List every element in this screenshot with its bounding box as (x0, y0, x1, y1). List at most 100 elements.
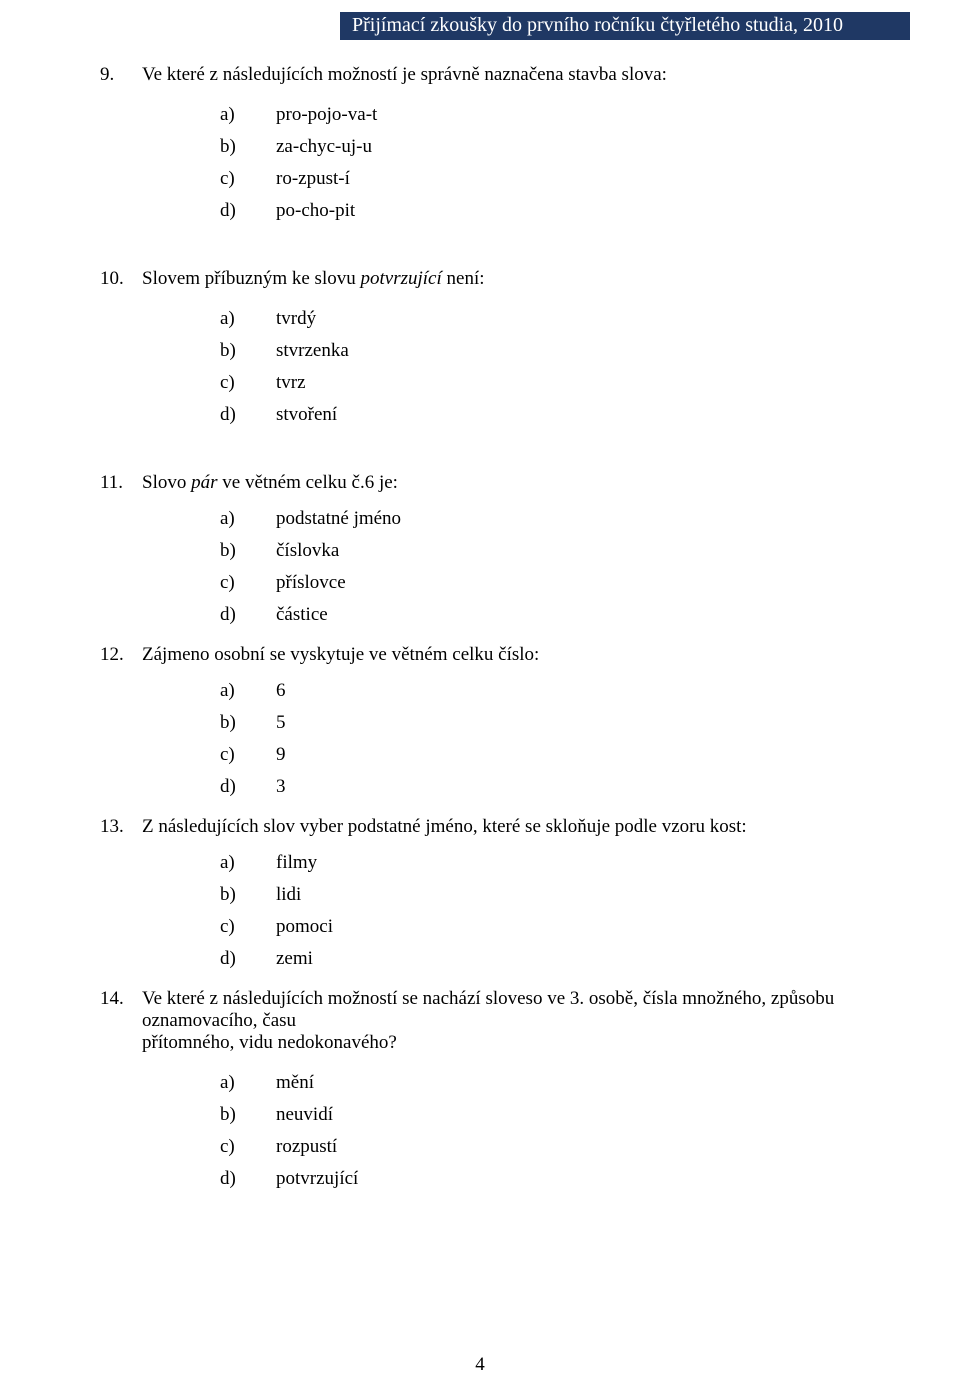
option-text: číslovka (276, 540, 860, 562)
options-list: a)pro-pojo-va-t b)za-chyc-uj-u c)ro-zpus… (220, 104, 860, 222)
option-text: pro-pojo-va-t (276, 104, 860, 126)
option-c: c)rozpustí (220, 1136, 860, 1158)
question-text: Ve které z následujících možností se nac… (142, 988, 860, 1032)
option-letter: c) (220, 744, 276, 766)
option-text: za-chyc-uj-u (276, 136, 860, 158)
option-letter: c) (220, 916, 276, 938)
question-text: Zájmeno osobní se vyskytuje ve větném ce… (142, 644, 860, 666)
question-9: 9. Ve které z následujících možností je … (100, 64, 860, 222)
option-letter: d) (220, 200, 276, 222)
option-letter: c) (220, 372, 276, 394)
option-b: b)číslovka (220, 540, 860, 562)
option-letter: b) (220, 884, 276, 906)
option-a: a)mění (220, 1072, 860, 1094)
option-text: pomoci (276, 916, 860, 938)
option-text: tvrdý (276, 308, 860, 330)
option-text: 9 (276, 744, 860, 766)
option-text: 5 (276, 712, 860, 734)
question-number: 12. (100, 644, 142, 666)
option-d: d)potvrzující (220, 1168, 860, 1190)
option-text: podstatné jméno (276, 508, 860, 530)
tight-block: 11. Slovo pár ve větném celku č.6 je: a)… (100, 472, 860, 1190)
question-row: 9. Ve které z následujících možností je … (100, 64, 860, 86)
option-d: d)po-cho-pit (220, 200, 860, 222)
question-number: 11. (100, 472, 142, 494)
option-letter: a) (220, 680, 276, 702)
question-text: Z následujících slov vyber podstatné jmé… (142, 816, 860, 838)
option-text: ro-zpust-í (276, 168, 860, 190)
option-b: b)5 (220, 712, 860, 734)
q-text-part-italic: potvrzující (360, 268, 441, 289)
option-text: příslovce (276, 572, 860, 594)
question-row: 10. Slovem příbuzným ke slovu potvrzujíc… (100, 268, 860, 290)
option-letter: a) (220, 1072, 276, 1094)
option-text: potvrzující (276, 1168, 860, 1190)
question-11: 11. Slovo pár ve větném celku č.6 je: a)… (100, 472, 860, 626)
option-letter: d) (220, 1168, 276, 1190)
question-row: 12. Zájmeno osobní se vyskytuje ve větné… (100, 644, 860, 666)
q-text-part: Ve které z následujících možností se nac… (142, 988, 834, 1031)
option-a: a)6 (220, 680, 860, 702)
question-row: 13. Z následujících slov vyber podstatné… (100, 816, 860, 838)
q-text-part: Z následujících slov vyber podstatné jmé… (142, 816, 747, 837)
option-a: a)tvrdý (220, 308, 860, 330)
option-letter: a) (220, 508, 276, 530)
option-text: zemi (276, 948, 860, 970)
option-a: a)pro-pojo-va-t (220, 104, 860, 126)
question-12: 12. Zájmeno osobní se vyskytuje ve větné… (100, 644, 860, 798)
option-letter: c) (220, 1136, 276, 1158)
option-b: b)lidi (220, 884, 860, 906)
option-letter: d) (220, 948, 276, 970)
option-text: po-cho-pit (276, 200, 860, 222)
q-text-part: Slovem příbuzným ke slovu (142, 268, 360, 289)
question-13: 13. Z následujících slov vyber podstatné… (100, 816, 860, 970)
option-letter: b) (220, 712, 276, 734)
option-letter: b) (220, 1104, 276, 1126)
option-b: b)za-chyc-uj-u (220, 136, 860, 158)
q-text-part: ve větném celku č.6 je: (218, 472, 398, 493)
option-text: rozpustí (276, 1136, 860, 1158)
exam-page: Přijímací zkoušky do prvního ročníku čty… (0, 0, 960, 1392)
question-number: 14. (100, 988, 142, 1010)
q-text-part: není: (442, 268, 485, 289)
option-text: stvrzenka (276, 340, 860, 362)
question-text: Ve které z následujících možností je spr… (142, 64, 860, 86)
question-10: 10. Slovem příbuzným ke slovu potvrzujíc… (100, 268, 860, 426)
q-text-part: Slovo (142, 472, 191, 493)
q-text-part: Ve které z následujících možností je spr… (142, 64, 667, 85)
page-number: 4 (0, 1354, 960, 1376)
question-text: Slovo pár ve větném celku č.6 je: (142, 472, 860, 494)
option-letter: d) (220, 404, 276, 426)
option-text: 6 (276, 680, 860, 702)
option-d: d)částice (220, 604, 860, 626)
question-row: 11. Slovo pár ve větném celku č.6 je: (100, 472, 860, 494)
options-list: a)mění b)neuvidí c)rozpustí d)potvrzujíc… (220, 1072, 860, 1190)
option-a: a)podstatné jméno (220, 508, 860, 530)
question-number: 10. (100, 268, 142, 290)
option-a: a)filmy (220, 852, 860, 874)
option-letter: a) (220, 308, 276, 330)
question-row: 14. Ve které z následujících možností se… (100, 988, 860, 1032)
option-text: neuvidí (276, 1104, 860, 1126)
option-text: stvoření (276, 404, 860, 426)
q-text-part: Zájmeno osobní se vyskytuje ve větném ce… (142, 644, 539, 665)
option-d: d)zemi (220, 948, 860, 970)
option-text: tvrz (276, 372, 860, 394)
option-text: částice (276, 604, 860, 626)
option-text: filmy (276, 852, 860, 874)
option-b: b)stvrzenka (220, 340, 860, 362)
options-list: a)filmy b)lidi c)pomoci d)zemi (220, 852, 860, 970)
question-14: 14. Ve které z následujících možností se… (100, 988, 860, 1190)
option-text: 3 (276, 776, 860, 798)
option-b: b)neuvidí (220, 1104, 860, 1126)
option-c: c)ro-zpust-í (220, 168, 860, 190)
options-list: a)6 b)5 c)9 d)3 (220, 680, 860, 798)
option-c: c)příslovce (220, 572, 860, 594)
question-text-continuation: přítomného, vidu nedokonavého? (142, 1032, 860, 1054)
question-number: 13. (100, 816, 142, 838)
option-letter: b) (220, 540, 276, 562)
options-list: a)tvrdý b)stvrzenka c)tvrz d)stvoření (220, 308, 860, 426)
option-c: c)pomoci (220, 916, 860, 938)
page-header: Přijímací zkoušky do prvního ročníku čty… (340, 12, 910, 40)
header-text: Přijímací zkoušky do prvního ročníku čty… (352, 14, 843, 36)
